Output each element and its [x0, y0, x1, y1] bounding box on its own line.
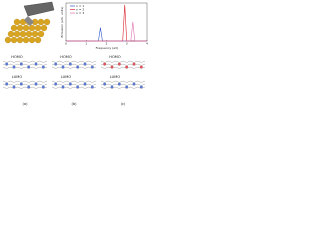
- orbital-lobe: [27, 85, 31, 89]
- orbital-lobe: [68, 62, 72, 66]
- orbital-lobe: [139, 85, 143, 89]
- ribbon-row: [100, 86, 146, 89]
- panel-label: (a): [22, 102, 28, 106]
- ribbon-row: [2, 83, 48, 86]
- orbital-lobe: [34, 62, 38, 66]
- orbital-lobe: [117, 82, 121, 86]
- ribbon-row: [100, 60, 146, 63]
- series-line: [66, 21, 147, 42]
- orbital-lobe: [54, 82, 58, 86]
- orbital-lobe: [103, 82, 107, 86]
- orbital-lobe: [5, 82, 9, 86]
- x-tick-label: 2: [106, 42, 108, 46]
- ribbon-row: [2, 66, 48, 69]
- orbital-lobe: [110, 65, 114, 69]
- orbital-lobe: [5, 62, 9, 66]
- orbital-lobe: [12, 65, 16, 69]
- y-axis-label: Emission (arb. units): [60, 7, 64, 38]
- orbitals: HOMO LUMO (a) HOMO LUMO (b) HOMO LUMO (c): [2, 55, 146, 106]
- orbital-lobe: [19, 82, 23, 86]
- x-axis-label: Frequency (eV): [96, 46, 119, 50]
- ribbon-row: [100, 80, 146, 83]
- ribbon-row: [100, 63, 146, 66]
- orbital-lobe: [90, 65, 94, 69]
- orbital-lobe: [76, 85, 80, 89]
- homo-label: HOMO: [11, 55, 23, 59]
- orbital-lobe: [103, 62, 107, 66]
- lumo-label: LUMO: [61, 75, 72, 79]
- ribbon-row: [51, 83, 97, 86]
- orbital-lobe: [76, 65, 80, 69]
- orbital-lobe: [117, 62, 121, 66]
- ribbon-row: [51, 63, 97, 66]
- illustration: [2, 1, 55, 48]
- orbital-lobe: [132, 62, 136, 66]
- orbital-lobe: [83, 62, 87, 66]
- panel-label: (c): [121, 102, 126, 106]
- spectrum-chart: 0 1 2 3 4 n = 1n = 2n = 3: [65, 2, 148, 46]
- orbital-lobe: [54, 62, 58, 66]
- legend-label: n = 2: [76, 8, 84, 12]
- orbital-lobe: [27, 65, 31, 69]
- homo-label: HOMO: [60, 55, 72, 59]
- orbital-lobe: [90, 85, 94, 89]
- lumo-label: LUMO: [12, 75, 23, 79]
- ribbon-row: [51, 80, 97, 83]
- homo-label: HOMO: [109, 55, 121, 59]
- x-tick-label: 0: [65, 42, 67, 46]
- orbital-lobe: [61, 85, 65, 89]
- orbital-lobe: [12, 85, 16, 89]
- orbital-lobe: [132, 82, 136, 86]
- lumo-label: LUMO: [110, 75, 121, 79]
- ribbon-row: [2, 86, 48, 89]
- legend-label: n = 3: [76, 11, 84, 15]
- ribbon-row: [2, 80, 48, 83]
- orbital-lobe: [83, 82, 87, 86]
- ribbon-row: [51, 66, 97, 69]
- orbital-lobe: [41, 85, 45, 89]
- x-tick-label: 3: [126, 42, 128, 46]
- ribbon-row: [2, 63, 48, 66]
- orbital-lobe: [41, 65, 45, 69]
- ribbon-row: [51, 60, 97, 63]
- ribbon-row: [100, 83, 146, 86]
- legend-label: n = 1: [76, 4, 84, 8]
- orbital-lobe: [61, 65, 65, 69]
- x-tick-label: 1: [85, 42, 87, 46]
- orbital-lobe: [125, 85, 129, 89]
- figure-svg: 0 1 2 3 4 n = 1n = 2n = 3 Emission (arb. unit…: [2, 1, 148, 106]
- orbital-lobe: [68, 82, 72, 86]
- x-tick-label: 4: [146, 42, 148, 46]
- panel-label: (b): [71, 102, 77, 106]
- orbital-lobe: [139, 65, 143, 69]
- orbital-lobe: [34, 82, 38, 86]
- orbital-lobe: [110, 85, 114, 89]
- orbital-lobe: [19, 62, 23, 66]
- ribbon-row: [100, 66, 146, 69]
- orbital-lobe: [125, 65, 129, 69]
- ribbon-row: [2, 60, 48, 63]
- ribbon-row: [51, 86, 97, 89]
